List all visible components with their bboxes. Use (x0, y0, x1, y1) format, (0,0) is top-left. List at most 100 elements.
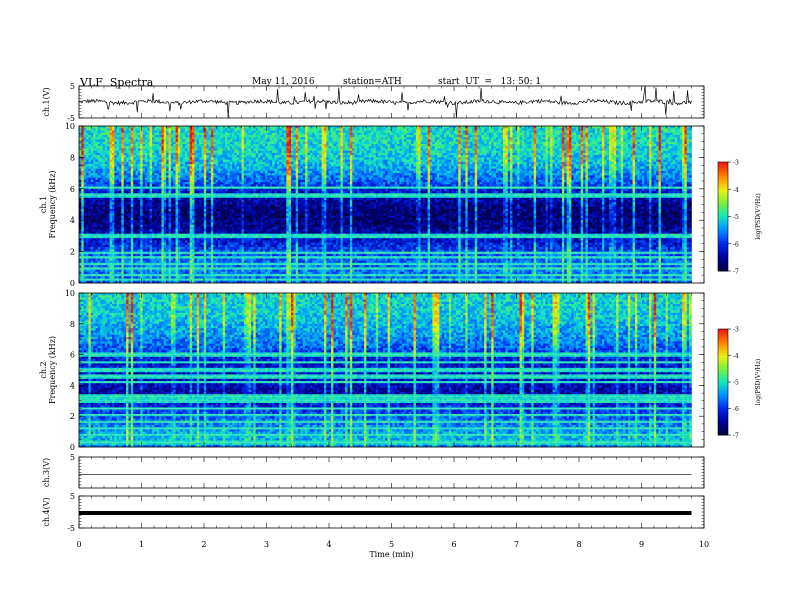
spectrogram-cell (147, 126, 150, 129)
spectrogram-cell (163, 139, 167, 142)
spectrogram-cell (114, 220, 117, 223)
spectrogram-cell (114, 238, 117, 241)
spectrogram-cell (86, 229, 89, 232)
spectrogram-cell (166, 191, 169, 194)
spectrogram-cell (196, 242, 200, 246)
spectrogram-cell (114, 226, 117, 230)
spectrogram-cell (156, 231, 160, 234)
spectrogram-cell (194, 139, 198, 142)
spectrogram-cell (194, 211, 198, 214)
spectrogram-cell (142, 204, 146, 208)
spectrogram-cell (192, 204, 195, 208)
spectrogram-cell (173, 280, 176, 284)
spectrogram-cell (166, 152, 169, 156)
spectrogram-cell (192, 128, 195, 131)
spectrogram-cell (170, 238, 174, 241)
spectrogram-cell (90, 128, 94, 131)
spectrogram-cell (154, 155, 158, 158)
spectrogram-cell (133, 231, 136, 234)
spectrogram-cell (177, 235, 181, 239)
spectrogram-cell (175, 265, 179, 268)
spectrogram-cell (121, 143, 125, 147)
spectrogram-cell (95, 206, 99, 210)
spectrogram-cell (142, 269, 146, 273)
spectrogram-cell (114, 224, 117, 228)
spectrogram-cell (234, 222, 238, 225)
spectrogram-cell (180, 175, 183, 178)
spectrogram-cell (109, 249, 113, 252)
spectrogram-cell (90, 134, 94, 138)
spectrogram-cell (149, 175, 153, 178)
spectrogram-cell (130, 217, 134, 221)
spectrogram-cell (182, 229, 186, 232)
spectrogram-cell (168, 179, 172, 183)
spectrogram-cell (206, 233, 209, 237)
spectrogram-cell (232, 217, 235, 221)
spectrogram-cell (135, 280, 139, 284)
spectrogram-cell (137, 233, 141, 237)
spectrogram-cell (227, 211, 231, 214)
spectrogram-cell (196, 193, 200, 196)
spectrogram-cell (203, 229, 207, 232)
spectrogram-cell (213, 126, 216, 129)
spectrogram-cell (210, 253, 214, 257)
spectrogram-cell (147, 195, 150, 199)
spectrogram-cell (213, 164, 216, 167)
spectrogram-cell (239, 244, 242, 248)
spectrogram-cell (135, 157, 139, 160)
spectrogram-cell (79, 265, 82, 268)
spectrogram-cell (144, 253, 148, 257)
spectrogram-cell (236, 141, 240, 145)
spectrogram-cell (142, 182, 146, 185)
spectrogram-cell (121, 126, 125, 129)
spectrogram-cell (234, 173, 238, 176)
spectrogram-cell (88, 200, 92, 203)
spectrogram-cell (192, 224, 195, 228)
spectrogram-cell (225, 184, 228, 187)
spectrogram-cell (114, 186, 117, 190)
spectrogram-cell (210, 134, 214, 138)
spectrogram-cell (215, 276, 219, 279)
spectrogram-cell (109, 204, 113, 208)
spectrogram-cell (104, 186, 108, 190)
spectrogram-cell (210, 231, 214, 234)
spectrogram-cell (220, 148, 224, 151)
spectrogram-cell (220, 195, 224, 199)
spectrogram-cell (168, 211, 172, 214)
spectrogram-cell (109, 191, 113, 194)
spectrogram-cell (128, 206, 132, 210)
spectrogram-cell (232, 244, 235, 248)
spectrogram-cell (189, 211, 193, 214)
spectrogram-cell (93, 220, 96, 223)
spectrogram-cell (227, 226, 231, 230)
spectrogram-cell (107, 226, 110, 230)
spectrogram-cell (90, 141, 94, 145)
spectrogram-cell (194, 137, 198, 140)
spectrogram-cell (232, 202, 235, 205)
spectrogram-cell (147, 231, 150, 234)
spectrogram-cell (222, 148, 226, 151)
spectrogram-cell (175, 280, 179, 284)
spectrogram-cell (208, 164, 212, 167)
spectrogram-cell (170, 224, 174, 228)
spectrogram-cell (102, 182, 106, 185)
spectrogram-cell (90, 233, 94, 237)
spectrogram-cell (206, 137, 209, 140)
spectrogram-cell (100, 242, 103, 246)
spectrogram-cell (97, 206, 101, 210)
spectrogram-cell (154, 148, 158, 151)
spectrogram-cell (217, 224, 221, 228)
spectrogram-cell (137, 269, 141, 273)
spectrogram-cell (109, 173, 113, 176)
spectrogram-cell (173, 249, 176, 252)
spectrogram-cell (234, 130, 238, 134)
spectrogram-cell (102, 260, 106, 264)
spectrogram-cell (222, 126, 226, 129)
spectrogram-cell (126, 141, 129, 145)
spectrogram-cell (107, 157, 110, 160)
spectrogram-cell (215, 146, 219, 149)
spectrogram-cell (140, 148, 143, 151)
spectrogram-cell (215, 280, 219, 284)
spectrogram-cell (199, 177, 202, 181)
spectrogram-cell (137, 215, 141, 219)
